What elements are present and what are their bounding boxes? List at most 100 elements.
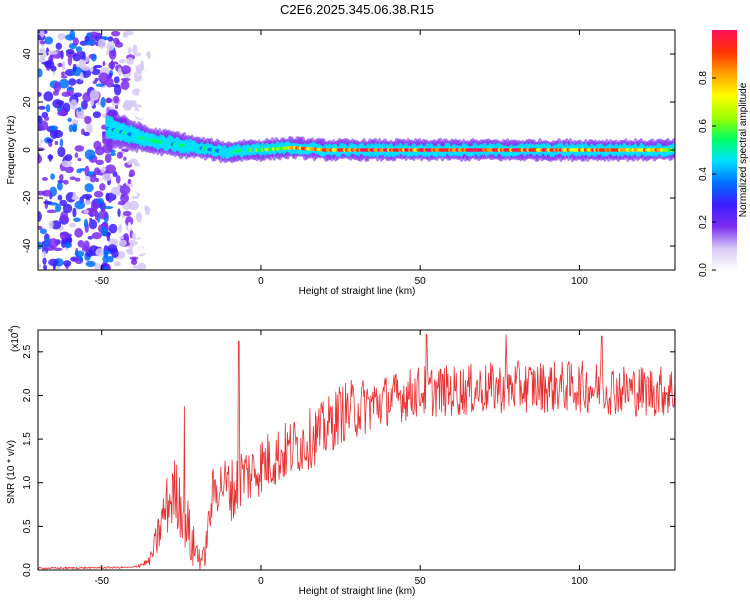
noise-blob xyxy=(40,30,45,38)
noise-blob xyxy=(141,40,149,44)
x-tick-label: 50 xyxy=(415,276,427,287)
noise-blob xyxy=(77,114,87,120)
noise-blob xyxy=(52,90,59,96)
x-tick-label: 100 xyxy=(571,276,588,287)
noise-blob xyxy=(91,68,101,76)
noise-blob xyxy=(69,99,78,110)
noise-blob xyxy=(76,168,82,174)
noise-blob xyxy=(95,159,104,165)
noise-blob xyxy=(93,190,104,198)
x-tick-label: 100 xyxy=(571,576,588,587)
noise-blob xyxy=(94,262,101,270)
noise-blob xyxy=(74,200,86,210)
noise-blob xyxy=(128,200,139,211)
noise-blob xyxy=(127,221,132,231)
spectrogram-xlabel: Height of straight line (km) xyxy=(299,286,416,297)
spectrogram-ylabel: Frequency (Hz) xyxy=(6,116,17,185)
noise-blob xyxy=(66,87,75,91)
noise-blob xyxy=(89,173,97,183)
noise-blob xyxy=(105,192,110,202)
colorbar-tick-label: 0.4 xyxy=(698,167,709,181)
noise-blob xyxy=(42,264,48,270)
noise-blob xyxy=(50,220,62,230)
noise-blob xyxy=(136,185,144,193)
x-tick-label: -50 xyxy=(94,576,109,587)
noise-blob xyxy=(55,203,62,213)
noise-blob xyxy=(111,30,121,37)
noise-blob xyxy=(141,70,147,74)
noise-blob xyxy=(38,225,43,230)
noise-blob xyxy=(143,245,152,254)
noise-blob xyxy=(72,123,78,133)
noise-blob xyxy=(63,179,69,185)
noise-blob xyxy=(52,99,63,109)
snr-ylabel: SNR (10 * v/v) xyxy=(6,440,17,504)
snr-multiplier-base: (x10 xyxy=(10,332,21,352)
noise-blob xyxy=(48,258,59,267)
noise-blob xyxy=(74,228,84,238)
noise-blob xyxy=(38,68,43,78)
noise-blob xyxy=(140,47,149,53)
noise-blob xyxy=(61,71,65,76)
noise-blob xyxy=(92,111,102,119)
noise-blob xyxy=(38,154,43,164)
noise-blob xyxy=(38,211,42,222)
noise-blob xyxy=(119,185,131,195)
noise-blob xyxy=(113,76,120,84)
noise-blob xyxy=(91,53,97,62)
noise-blob xyxy=(94,77,99,82)
noise-blob xyxy=(114,261,121,267)
noise-blob xyxy=(68,222,76,228)
snr-frame xyxy=(37,329,676,571)
y-tick-label: 20 xyxy=(22,96,33,108)
spectrogram-panel: -50 0 50 100 -40 -20 0 20 40 Height of straight … xyxy=(6,29,749,297)
noise-blob xyxy=(118,59,126,64)
noise-blob xyxy=(136,70,143,75)
noise-blob xyxy=(94,210,99,221)
noise-blob xyxy=(89,217,93,222)
noise-blob xyxy=(108,61,116,70)
noise-blob xyxy=(74,145,85,152)
x-tick-label: -50 xyxy=(94,276,109,287)
x-tick-label: 0 xyxy=(258,276,264,287)
noise-blob xyxy=(120,80,130,91)
noise-blob xyxy=(116,151,124,159)
noise-blob xyxy=(72,53,81,62)
y-tick-label: 0 xyxy=(22,147,33,153)
noise-blob xyxy=(60,211,69,222)
noise-blob xyxy=(114,41,124,48)
noise-blob xyxy=(39,40,46,45)
noise-blob xyxy=(72,37,79,46)
noise-blob xyxy=(132,244,144,255)
noise-blob xyxy=(38,115,43,125)
noise-blob xyxy=(131,195,139,200)
noise-blob xyxy=(108,49,117,60)
noise-blob xyxy=(41,189,53,197)
spectrogram-axis-ticks: -50 0 50 100 -40 -20 0 20 40 xyxy=(22,30,675,287)
noise-blob xyxy=(48,238,59,249)
y-tick-label: 1.5 xyxy=(22,432,33,446)
noise-blob xyxy=(142,152,151,163)
noise-blob xyxy=(38,147,45,152)
noise-blob xyxy=(127,160,133,166)
noise-blob xyxy=(83,131,90,137)
colorbar-ticks: 0.0 0.2 0.4 0.6 0.8 xyxy=(698,71,716,277)
snr-marks xyxy=(38,333,675,570)
noise-blob xyxy=(64,154,73,162)
noise-blob xyxy=(69,176,77,181)
noise-blob xyxy=(100,226,108,237)
noise-blob xyxy=(74,250,85,257)
noise-blob xyxy=(74,152,79,159)
spectrogram-marks xyxy=(38,30,675,270)
noise-blob xyxy=(38,105,46,110)
noise-blob xyxy=(119,239,127,247)
noise-blob xyxy=(142,232,148,240)
noise-blob xyxy=(77,157,82,162)
noise-blob xyxy=(46,209,57,214)
noise-blob xyxy=(58,78,70,89)
noise-blob xyxy=(72,63,77,73)
colorbar-label: Normalized spectral amplitude xyxy=(738,82,749,217)
noise-blob xyxy=(97,38,106,49)
noise-blob xyxy=(62,102,71,113)
noise-blob xyxy=(88,219,98,230)
